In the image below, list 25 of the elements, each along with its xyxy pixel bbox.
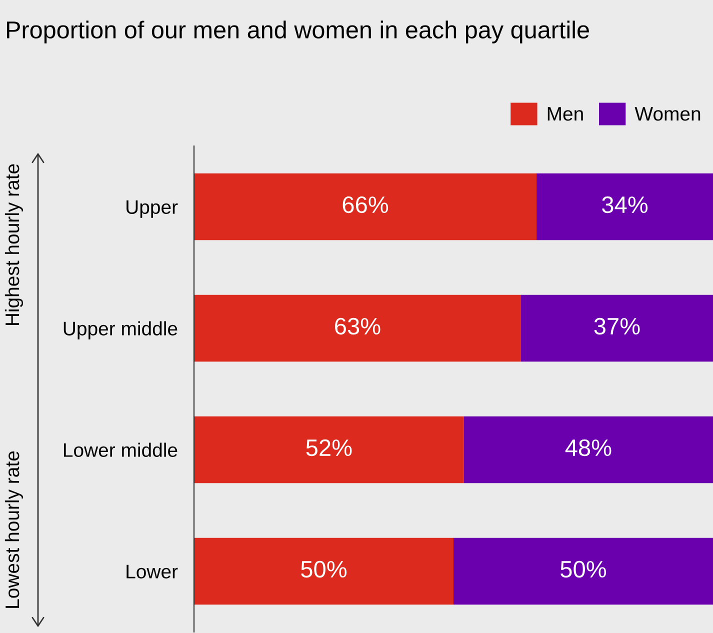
legend-label: Men [548, 107, 583, 121]
bar [194, 416, 464, 484]
text: Highest hourly rate [4, 164, 24, 325]
legend-label: Women [634, 107, 700, 121]
bar [194, 538, 454, 605]
chart-title: Proportion of our men and women in each pay quartile [6, 20, 589, 44]
data-label: 50% [560, 560, 606, 578]
bar [454, 538, 713, 605]
data-label: 37% [594, 318, 640, 335]
y-tick-label: Lower [126, 564, 178, 578]
text: Lowest hourly rate [4, 451, 24, 608]
bar [194, 173, 537, 240]
data-label: 66% [342, 196, 388, 214]
data-label: 63% [335, 318, 380, 335]
y-tick-label: Upper [126, 200, 178, 218]
y-tick-label: Lower middle [64, 442, 178, 457]
bar [464, 416, 713, 484]
data-label: 52% [306, 439, 352, 456]
data-label: 48% [565, 439, 612, 456]
bar [536, 173, 713, 240]
y-tick-label: Upper middle [64, 321, 178, 340]
bar [520, 294, 713, 362]
bar [194, 294, 521, 362]
data-label: 34% [602, 196, 648, 214]
data-label: 50% [301, 560, 347, 578]
